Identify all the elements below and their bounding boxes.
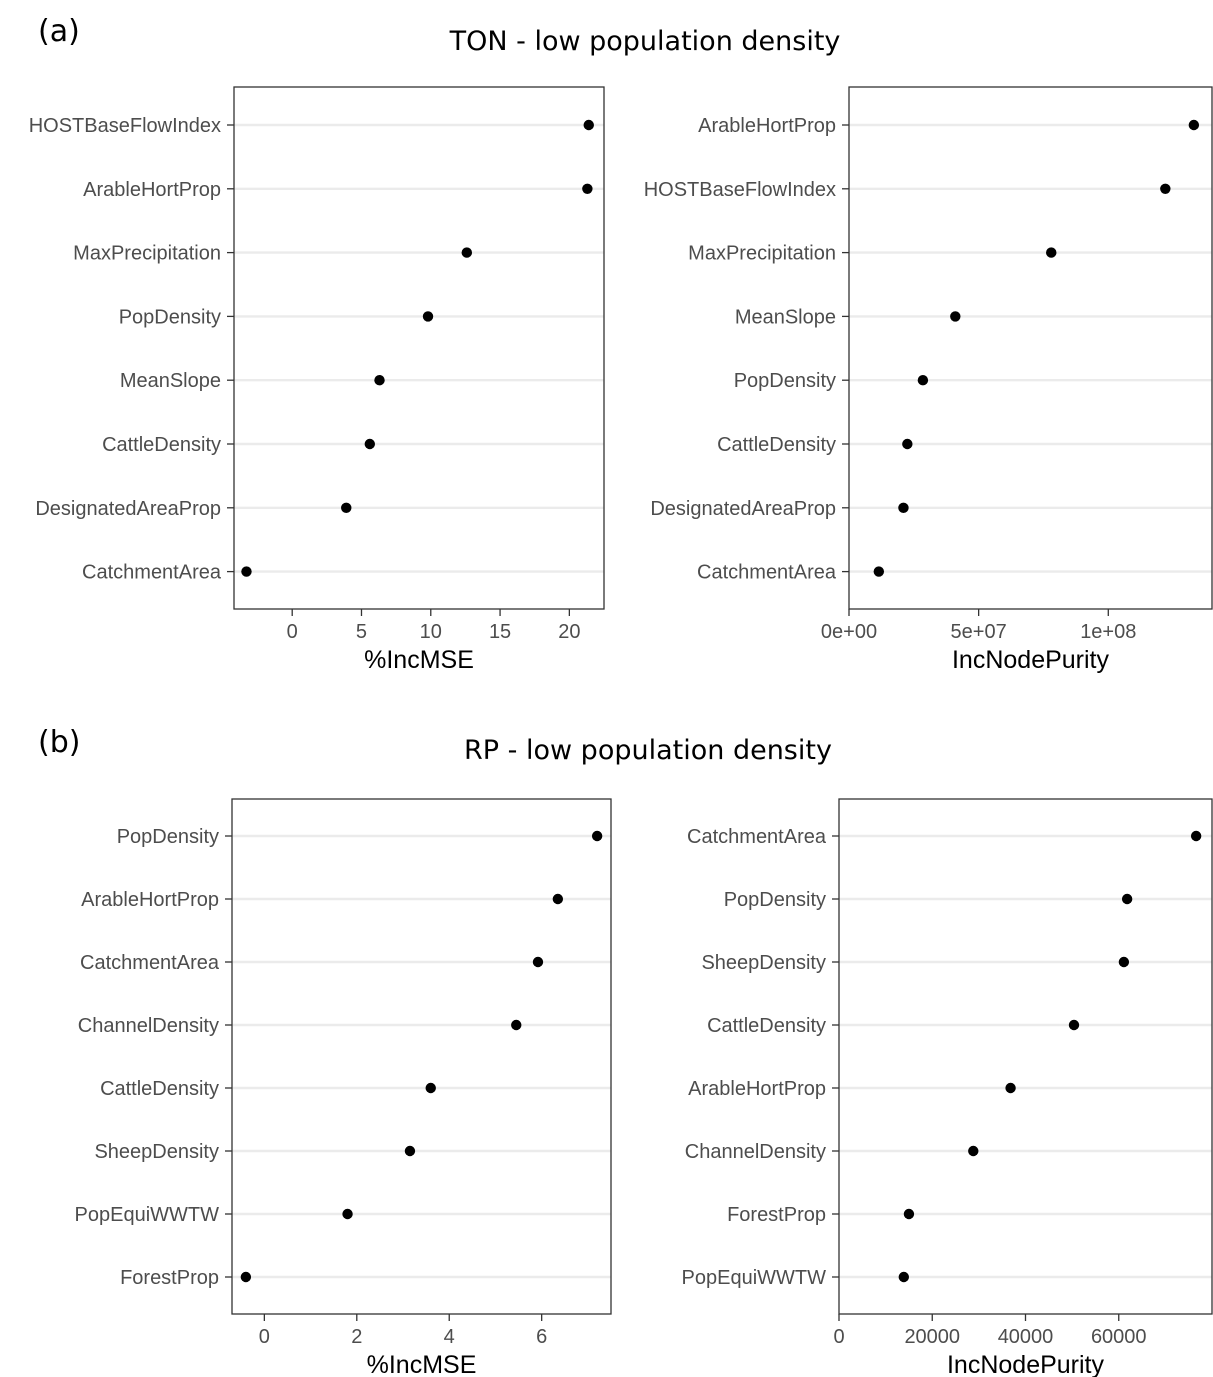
data-point (240, 1271, 252, 1283)
y-tick-label: MeanSlope (735, 306, 836, 328)
x-tick-label: 4 (444, 1326, 455, 1348)
y-tick-label: PopDensity (734, 370, 836, 392)
x-tick-label: 60000 (1091, 1326, 1147, 1348)
data-point (374, 375, 385, 386)
plot-frame (233, 86, 605, 610)
x-tick-label: 0e+00 (821, 621, 877, 643)
data-point (917, 375, 929, 386)
y-tick-label: PopDensity (117, 826, 219, 848)
y-tick-label: PopDensity (119, 306, 221, 328)
data-point (950, 311, 961, 322)
x-axis-title: IncNodePurity (947, 1351, 1105, 1377)
x-axis-title: %IncMSE (364, 646, 474, 674)
data-point (425, 1082, 436, 1094)
x-tick-label: 15 (489, 621, 511, 643)
y-tick-label: ForestProp (120, 1267, 219, 1289)
data-point (532, 956, 544, 968)
x-tick-label: 10 (420, 621, 442, 643)
y-tick-label: HOSTBaseFlowIndex (29, 115, 221, 137)
y-tick-label: MaxPrecipitation (688, 243, 836, 265)
y-tick-label: ArableHortProp (83, 179, 221, 201)
plot-a-incmse: HOSTBaseFlowIndex ArableHortProp MaxPrecip… (29, 86, 605, 674)
data-point (1118, 956, 1130, 968)
y-tick-label: ChannelDensity (685, 1141, 826, 1163)
data-point (364, 438, 376, 450)
x-axis-title: IncNodePurity (952, 646, 1110, 674)
y-tick-label: SheepDensity (701, 952, 826, 974)
x-tick-label: 2 (351, 1326, 362, 1348)
data-point (591, 830, 603, 842)
panel-b-label: (b) (38, 725, 80, 760)
data-point (422, 311, 434, 322)
data-point (898, 502, 909, 513)
data-point (241, 566, 252, 577)
y-tick-label: SheepDensity (94, 1141, 219, 1163)
data-point (583, 119, 594, 131)
y-tick-label: ArableHortProp (698, 115, 836, 137)
data-point (1190, 830, 1202, 842)
y-tick-label: ArableHortProp (81, 889, 219, 911)
y-tick-label: CatchmentArea (80, 952, 220, 974)
data-point (898, 1271, 910, 1283)
y-tick-label: ChannelDensity (78, 1015, 219, 1037)
data-point (552, 893, 564, 905)
y-tick-label: CatchmentArea (82, 562, 222, 584)
y-tick-label: PopEquiWWTW (682, 1267, 827, 1289)
x-tick-label: 1e+08 (1080, 621, 1136, 643)
x-tick-label: 6 (536, 1326, 547, 1348)
x-tick-label: 0 (287, 621, 298, 643)
data-point (903, 1208, 915, 1220)
x-tick-label: 40000 (998, 1326, 1054, 1348)
plot-b-incmse: PopDensity ArableHortProp CatchmentArea Cha… (75, 798, 612, 1377)
data-point (968, 1145, 979, 1157)
data-point (1160, 183, 1171, 194)
y-tick-label: MaxPrecipitation (73, 243, 221, 265)
panel-a-title: TON - low population density (449, 26, 841, 57)
data-point (342, 1208, 353, 1220)
data-point (873, 566, 885, 577)
panel-b-title: RP - low population density (464, 735, 832, 766)
y-tick-label: CatchmentArea (687, 826, 827, 848)
y-tick-label: CattleDensity (707, 1015, 826, 1037)
data-point (461, 247, 473, 258)
y-tick-label: PopEquiWWTW (75, 1204, 220, 1226)
plot-b-incnodepurity: CatchmentArea PopDensity SheepDensity Cattl… (682, 798, 1213, 1377)
data-point (1068, 1019, 1080, 1031)
y-tick-label: ForestProp (727, 1204, 826, 1226)
y-tick-label: MeanSlope (120, 370, 221, 392)
x-axis-title: %IncMSE (367, 1351, 477, 1377)
data-point (1121, 893, 1133, 905)
data-point (341, 502, 352, 513)
data-point (511, 1019, 522, 1031)
y-tick-label: DesignatedAreaProp (35, 498, 221, 520)
x-tick-label: 20000 (904, 1326, 960, 1348)
x-tick-label: 0 (259, 1326, 270, 1348)
y-tick-label: HOSTBaseFlowIndex (644, 179, 836, 201)
y-tick-label: CattleDensity (100, 1078, 219, 1100)
plot-a-incnodepurity: ArableHortProp HOSTBaseFlowIndex MaxPrecip… (644, 86, 1213, 674)
y-tick-label: CatchmentArea (697, 562, 837, 584)
data-point (902, 438, 913, 450)
plot-frame (848, 86, 1213, 610)
x-tick-label: 20 (558, 621, 580, 643)
y-tick-label: PopDensity (724, 889, 826, 911)
data-point (404, 1145, 416, 1157)
data-point (1188, 119, 1200, 131)
plot-frame (231, 798, 612, 1315)
y-tick-label: CattleDensity (717, 434, 836, 456)
data-point (1005, 1082, 1016, 1094)
data-point (1046, 247, 1057, 258)
x-tick-label: 5 (356, 621, 367, 643)
x-tick-label: 5e+07 (951, 621, 1007, 643)
y-tick-label: ArableHortProp (688, 1078, 826, 1100)
plot-frame (838, 798, 1213, 1315)
x-tick-label: 0 (833, 1326, 844, 1348)
y-tick-label: CattleDensity (102, 434, 221, 456)
data-point (582, 183, 593, 194)
panel-a-label: (a) (38, 14, 80, 49)
y-tick-label: DesignatedAreaProp (650, 498, 836, 520)
